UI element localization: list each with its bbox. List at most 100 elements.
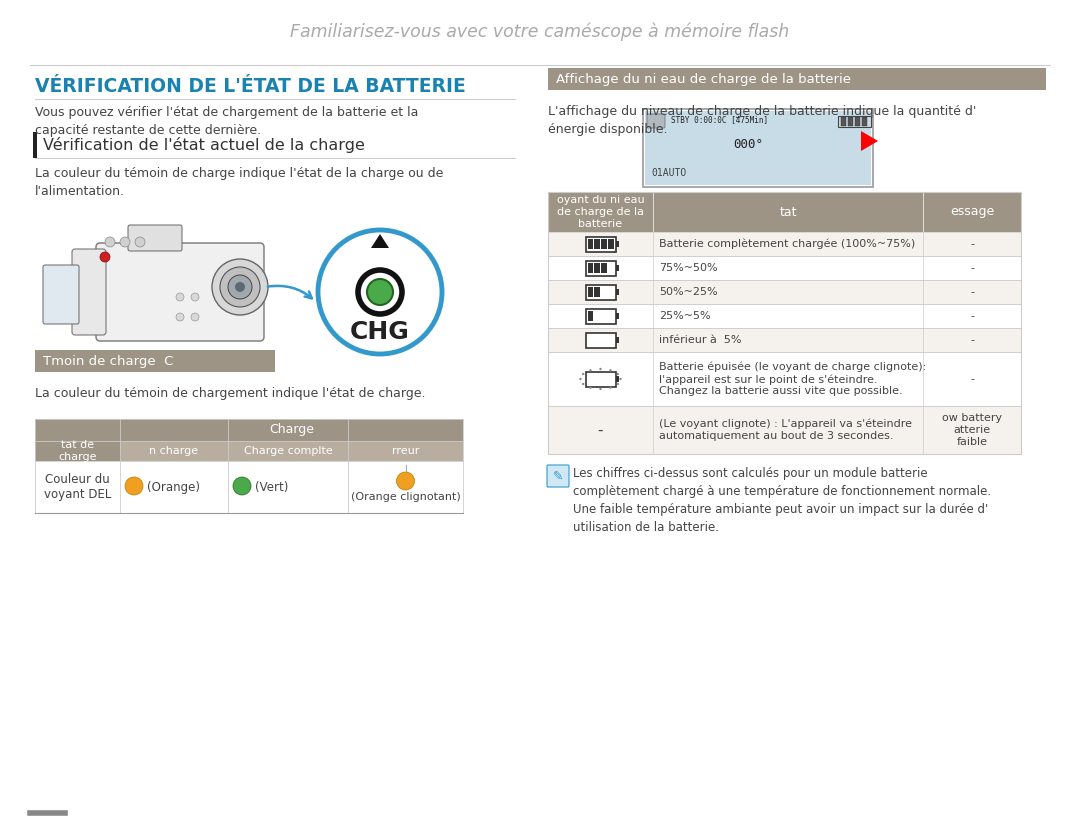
Circle shape — [617, 383, 619, 385]
Text: oyant du ni eau
de charge de la
batterie: oyant du ni eau de charge de la batterie — [556, 195, 645, 228]
Text: STBY 0:00:0C [475Min]: STBY 0:00:0C [475Min] — [671, 116, 768, 125]
Polygon shape — [861, 131, 878, 151]
FancyBboxPatch shape — [602, 239, 607, 249]
FancyBboxPatch shape — [616, 337, 619, 343]
FancyBboxPatch shape — [43, 265, 79, 324]
Text: -: - — [970, 335, 974, 345]
FancyBboxPatch shape — [585, 308, 616, 323]
Text: L'affichage du niveau de charge de la batterie indique la quantité d'
énergie di: L'affichage du niveau de charge de la ba… — [548, 105, 976, 136]
Text: essage: essage — [950, 205, 994, 218]
FancyBboxPatch shape — [594, 263, 599, 273]
Circle shape — [609, 386, 611, 389]
Text: tat: tat — [780, 205, 797, 218]
Text: Batterie épuisée (le voyant de charge clignote):
l'appareil est sur le point de : Batterie épuisée (le voyant de charge cl… — [659, 362, 927, 396]
FancyBboxPatch shape — [585, 261, 616, 275]
FancyBboxPatch shape — [643, 109, 873, 187]
Circle shape — [590, 386, 592, 389]
FancyBboxPatch shape — [588, 287, 593, 297]
Circle shape — [396, 472, 415, 490]
FancyArrowPatch shape — [268, 286, 312, 299]
Circle shape — [599, 368, 602, 370]
Text: -: - — [970, 287, 974, 297]
Text: Tmoin de charge  C: Tmoin de charge C — [43, 355, 174, 367]
FancyBboxPatch shape — [548, 406, 1021, 454]
Text: (Le voyant clignote) : L'appareil va s'éteindre
automatiquement au bout de 3 sec: (Le voyant clignote) : L'appareil va s'é… — [659, 419, 912, 441]
FancyBboxPatch shape — [548, 256, 1021, 280]
Text: tat de
charge: tat de charge — [58, 440, 97, 461]
FancyBboxPatch shape — [594, 239, 599, 249]
Circle shape — [228, 275, 252, 299]
Text: Les chiffres ci-dessus sont calculés pour un module batterie
complètement chargé: Les chiffres ci-dessus sont calculés pou… — [573, 467, 991, 534]
FancyBboxPatch shape — [129, 225, 183, 251]
FancyBboxPatch shape — [647, 114, 665, 128]
Circle shape — [617, 373, 619, 375]
FancyBboxPatch shape — [585, 237, 616, 251]
Circle shape — [582, 383, 584, 385]
Text: -: - — [970, 239, 974, 249]
Text: Affichage du ni eau de charge de la batterie: Affichage du ni eau de charge de la batt… — [556, 73, 851, 85]
Circle shape — [135, 237, 145, 247]
FancyBboxPatch shape — [645, 111, 870, 185]
Circle shape — [191, 313, 199, 321]
FancyBboxPatch shape — [548, 304, 1021, 328]
Circle shape — [318, 230, 442, 354]
Circle shape — [619, 378, 622, 380]
FancyBboxPatch shape — [35, 350, 275, 372]
FancyBboxPatch shape — [96, 243, 264, 341]
FancyBboxPatch shape — [848, 117, 853, 126]
Text: Vous pouvez vérifier l'état de chargement de la batterie et la
capacité restante: Vous pouvez vérifier l'état de chargemen… — [35, 106, 418, 137]
FancyBboxPatch shape — [546, 465, 569, 487]
FancyBboxPatch shape — [585, 284, 616, 299]
Text: -: - — [970, 263, 974, 273]
FancyBboxPatch shape — [548, 232, 1021, 256]
Text: Charge complte: Charge complte — [244, 446, 333, 456]
Text: Charge: Charge — [269, 423, 314, 437]
Text: CHG: CHG — [350, 320, 410, 344]
Circle shape — [220, 267, 260, 307]
FancyBboxPatch shape — [548, 68, 1047, 90]
FancyBboxPatch shape — [120, 441, 463, 461]
Text: Batterie complètement chargée (100%~75%): Batterie complètement chargée (100%~75%) — [659, 239, 915, 249]
Circle shape — [120, 237, 130, 247]
Circle shape — [125, 477, 143, 495]
Circle shape — [582, 373, 584, 375]
Text: Couleur du
voyant DEL: Couleur du voyant DEL — [44, 473, 111, 501]
Circle shape — [579, 378, 582, 380]
Circle shape — [235, 282, 245, 292]
Text: 000°: 000° — [733, 138, 762, 151]
Circle shape — [367, 279, 393, 305]
FancyBboxPatch shape — [608, 239, 613, 249]
FancyBboxPatch shape — [616, 313, 619, 319]
Circle shape — [105, 237, 114, 247]
Text: 75%~50%: 75%~50% — [659, 263, 717, 273]
Text: (Orange): (Orange) — [147, 480, 200, 494]
FancyBboxPatch shape — [548, 328, 1021, 352]
Text: inférieur à  5%: inférieur à 5% — [659, 335, 742, 345]
FancyBboxPatch shape — [548, 280, 1021, 304]
Text: La couleur du témoin de charge indique l'état de la charge ou de
l'alimentation.: La couleur du témoin de charge indique l… — [35, 167, 444, 198]
Circle shape — [176, 313, 184, 321]
FancyBboxPatch shape — [841, 117, 846, 126]
Polygon shape — [372, 234, 389, 248]
FancyBboxPatch shape — [585, 332, 616, 347]
Text: ow battery
atterie
faible: ow battery atterie faible — [942, 414, 1002, 447]
Circle shape — [599, 388, 602, 390]
Circle shape — [609, 369, 611, 371]
FancyBboxPatch shape — [616, 241, 619, 247]
FancyBboxPatch shape — [616, 376, 619, 382]
Text: VÉRIFICATION DE L'ÉTAT DE LA BATTERIE: VÉRIFICATION DE L'ÉTAT DE LA BATTERIE — [35, 77, 465, 96]
Circle shape — [212, 259, 268, 315]
Circle shape — [176, 293, 184, 301]
FancyBboxPatch shape — [548, 192, 1021, 232]
Circle shape — [590, 369, 592, 371]
FancyBboxPatch shape — [72, 249, 106, 335]
Text: Familiarisez-vous avec votre caméscope à mémoire flash: Familiarisez-vous avec votre caméscope à… — [291, 23, 789, 41]
FancyBboxPatch shape — [35, 419, 120, 461]
Text: -: - — [970, 374, 974, 384]
Text: Vérification de l'état actuel de la charge: Vérification de l'état actuel de la char… — [43, 137, 365, 153]
Text: 50%~25%: 50%~25% — [659, 287, 717, 297]
Text: (Orange clignotant): (Orange clignotant) — [351, 492, 460, 502]
FancyBboxPatch shape — [588, 263, 593, 273]
Text: 01AUTO: 01AUTO — [651, 168, 686, 178]
FancyBboxPatch shape — [35, 419, 463, 441]
